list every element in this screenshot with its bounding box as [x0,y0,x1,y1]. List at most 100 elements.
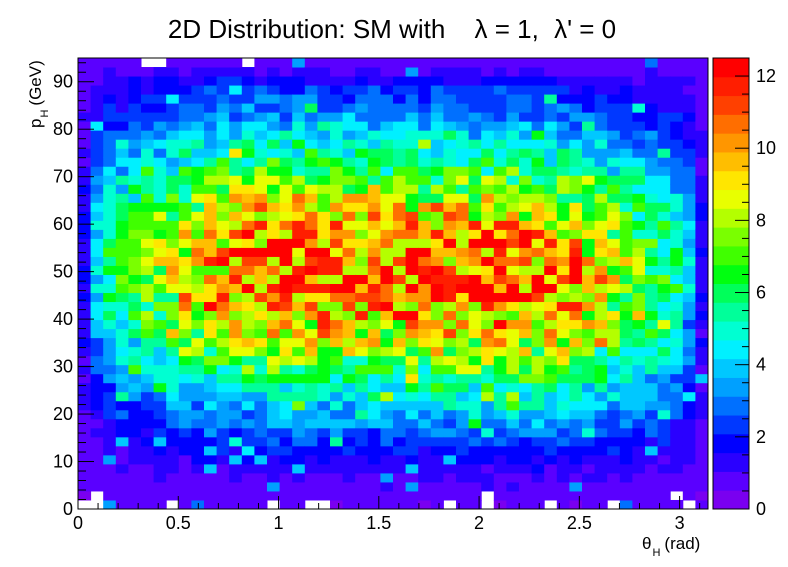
heatmap-cell [380,382,394,393]
heatmap-cell [519,58,533,68]
heatmap-cell [191,229,205,239]
heatmap-cell [443,301,457,312]
heatmap-cell [481,382,495,393]
heatmap-cell [279,148,293,158]
heatmap-cell [569,166,583,176]
heatmap-cell [241,445,255,456]
heatmap-cell [304,211,318,221]
heatmap-cell [594,490,608,501]
heatmap-cell [430,184,444,194]
heatmap-cell [267,175,281,185]
heatmap-cell [481,418,495,429]
heatmap-cell [670,103,684,113]
heatmap-cell [418,94,432,104]
heatmap-cell [204,364,218,375]
heatmap-cell [355,364,369,375]
heatmap-cell [556,301,570,312]
heatmap-cell [103,193,117,203]
heatmap-cell [292,454,306,465]
heatmap-cell [317,373,331,384]
heatmap-cell [216,229,230,239]
heatmap-cell [380,103,394,113]
heatmap-cell [393,112,407,122]
heatmap-cell [645,337,659,348]
color-scale-band [713,133,749,153]
heatmap-cell [241,310,255,321]
heatmap-cell [367,283,381,294]
heatmap-cell [619,76,633,86]
heatmap-cell [304,409,318,420]
heatmap-cell [657,166,671,176]
heatmap-cell [393,364,407,375]
heatmap-cell [670,427,684,438]
heatmap-cell [267,337,281,348]
heatmap-cell [430,148,444,158]
heatmap-cell [166,328,180,339]
heatmap-cell [241,463,255,474]
heatmap-cell [380,193,394,203]
heatmap-cell [229,346,243,357]
heatmap-cell [519,238,533,248]
heatmap-cell [657,139,671,149]
heatmap-cell [556,472,570,483]
heatmap-cell [115,337,129,348]
heatmap-cell [267,85,281,95]
heatmap-cell [115,139,129,149]
heatmap-cell [556,355,570,366]
heatmap-cell [569,310,583,321]
heatmap-cell [103,238,117,248]
heatmap-cell [594,355,608,366]
heatmap-cell [657,247,671,257]
heatmap-cell [229,175,243,185]
heatmap-cell [556,238,570,248]
heatmap-cell [229,229,243,239]
heatmap-cell [330,337,344,348]
heatmap-cell [178,400,192,411]
heatmap-cell [342,454,356,465]
heatmap-cell [267,355,281,366]
heatmap-cell [645,283,659,294]
heatmap-cell [241,94,255,104]
heatmap-cell [682,445,696,456]
heatmap-cell [695,193,709,203]
heatmap-cell [393,265,407,275]
heatmap-cell [418,85,432,95]
heatmap-cell [670,157,684,167]
heatmap-cell [153,418,167,429]
heatmap-cell [443,202,457,212]
heatmap-cell [90,391,104,402]
heatmap-cell [519,157,533,167]
heatmap-cell [393,166,407,176]
heatmap-cell [254,373,268,384]
heatmap-cell [216,355,230,366]
heatmap-cell [607,292,621,303]
heatmap-cell [531,175,545,185]
heatmap-cell [544,103,558,113]
heatmap-cell [430,472,444,483]
heatmap-cell [544,274,558,284]
heatmap-cell [393,481,407,492]
heatmap-cell [267,256,281,266]
heatmap-cell [267,184,281,194]
heatmap-cell [582,319,596,330]
heatmap-cell [619,283,633,294]
heatmap-cell [670,256,684,266]
heatmap-cell [342,148,356,158]
heatmap-cell [569,346,583,357]
heatmap-cell [670,409,684,420]
heatmap-cell [645,436,659,447]
heatmap-cell [645,409,659,420]
heatmap-cell [178,148,192,158]
heatmap-cell [292,85,306,95]
heatmap-cell [128,166,142,176]
x-tick-label: 2.5 [567,513,592,533]
heatmap-cell [481,454,495,465]
heatmap-cell [153,283,167,294]
heatmap-cell [418,328,432,339]
heatmap-cell [191,364,205,375]
heatmap-cell [191,274,205,284]
heatmap-cell [682,400,696,411]
heatmap-cell [141,319,155,330]
heatmap-cell [632,274,646,284]
heatmap-cell [393,292,407,303]
